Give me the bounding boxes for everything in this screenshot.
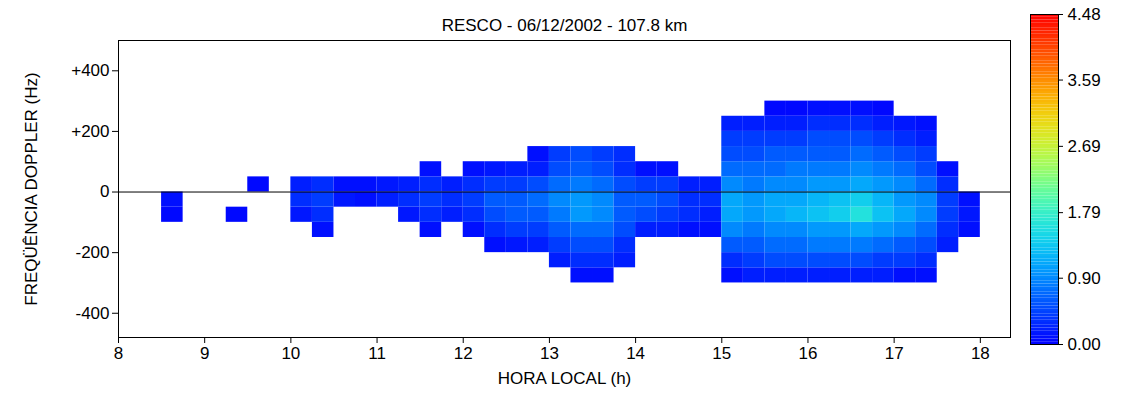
svg-text:RESCO - 06/12/2002 - 107.8 km: RESCO - 06/12/2002 - 107.8 km — [442, 16, 688, 35]
svg-text:10: 10 — [281, 344, 300, 363]
svg-text:0.90: 0.90 — [1068, 269, 1101, 288]
svg-text:-400: -400 — [75, 304, 109, 323]
svg-text:16: 16 — [799, 344, 818, 363]
svg-text:0: 0 — [100, 182, 109, 201]
svg-text:9: 9 — [200, 344, 209, 363]
svg-text:1.79: 1.79 — [1068, 203, 1101, 222]
svg-text:13: 13 — [540, 344, 559, 363]
svg-text:HORA LOCAL (h): HORA LOCAL (h) — [498, 369, 632, 388]
svg-text:14: 14 — [626, 344, 645, 363]
svg-text:18: 18 — [971, 344, 990, 363]
svg-text:-200: -200 — [75, 243, 109, 262]
svg-text:12: 12 — [454, 344, 473, 363]
svg-text:17: 17 — [885, 344, 904, 363]
svg-text:+400: +400 — [71, 61, 109, 80]
svg-text:2.69: 2.69 — [1068, 137, 1101, 156]
svg-text:11: 11 — [368, 344, 386, 363]
svg-text:3.59: 3.59 — [1068, 70, 1101, 89]
svg-text:8: 8 — [114, 344, 123, 363]
svg-text:4.48: 4.48 — [1068, 5, 1101, 24]
svg-text:0.00: 0.00 — [1068, 335, 1101, 354]
svg-text:FREQÜÊNCIA DOPPLER (Hz): FREQÜÊNCIA DOPPLER (Hz) — [22, 72, 41, 305]
svg-text:15: 15 — [712, 344, 731, 363]
svg-text:+200: +200 — [71, 122, 109, 141]
